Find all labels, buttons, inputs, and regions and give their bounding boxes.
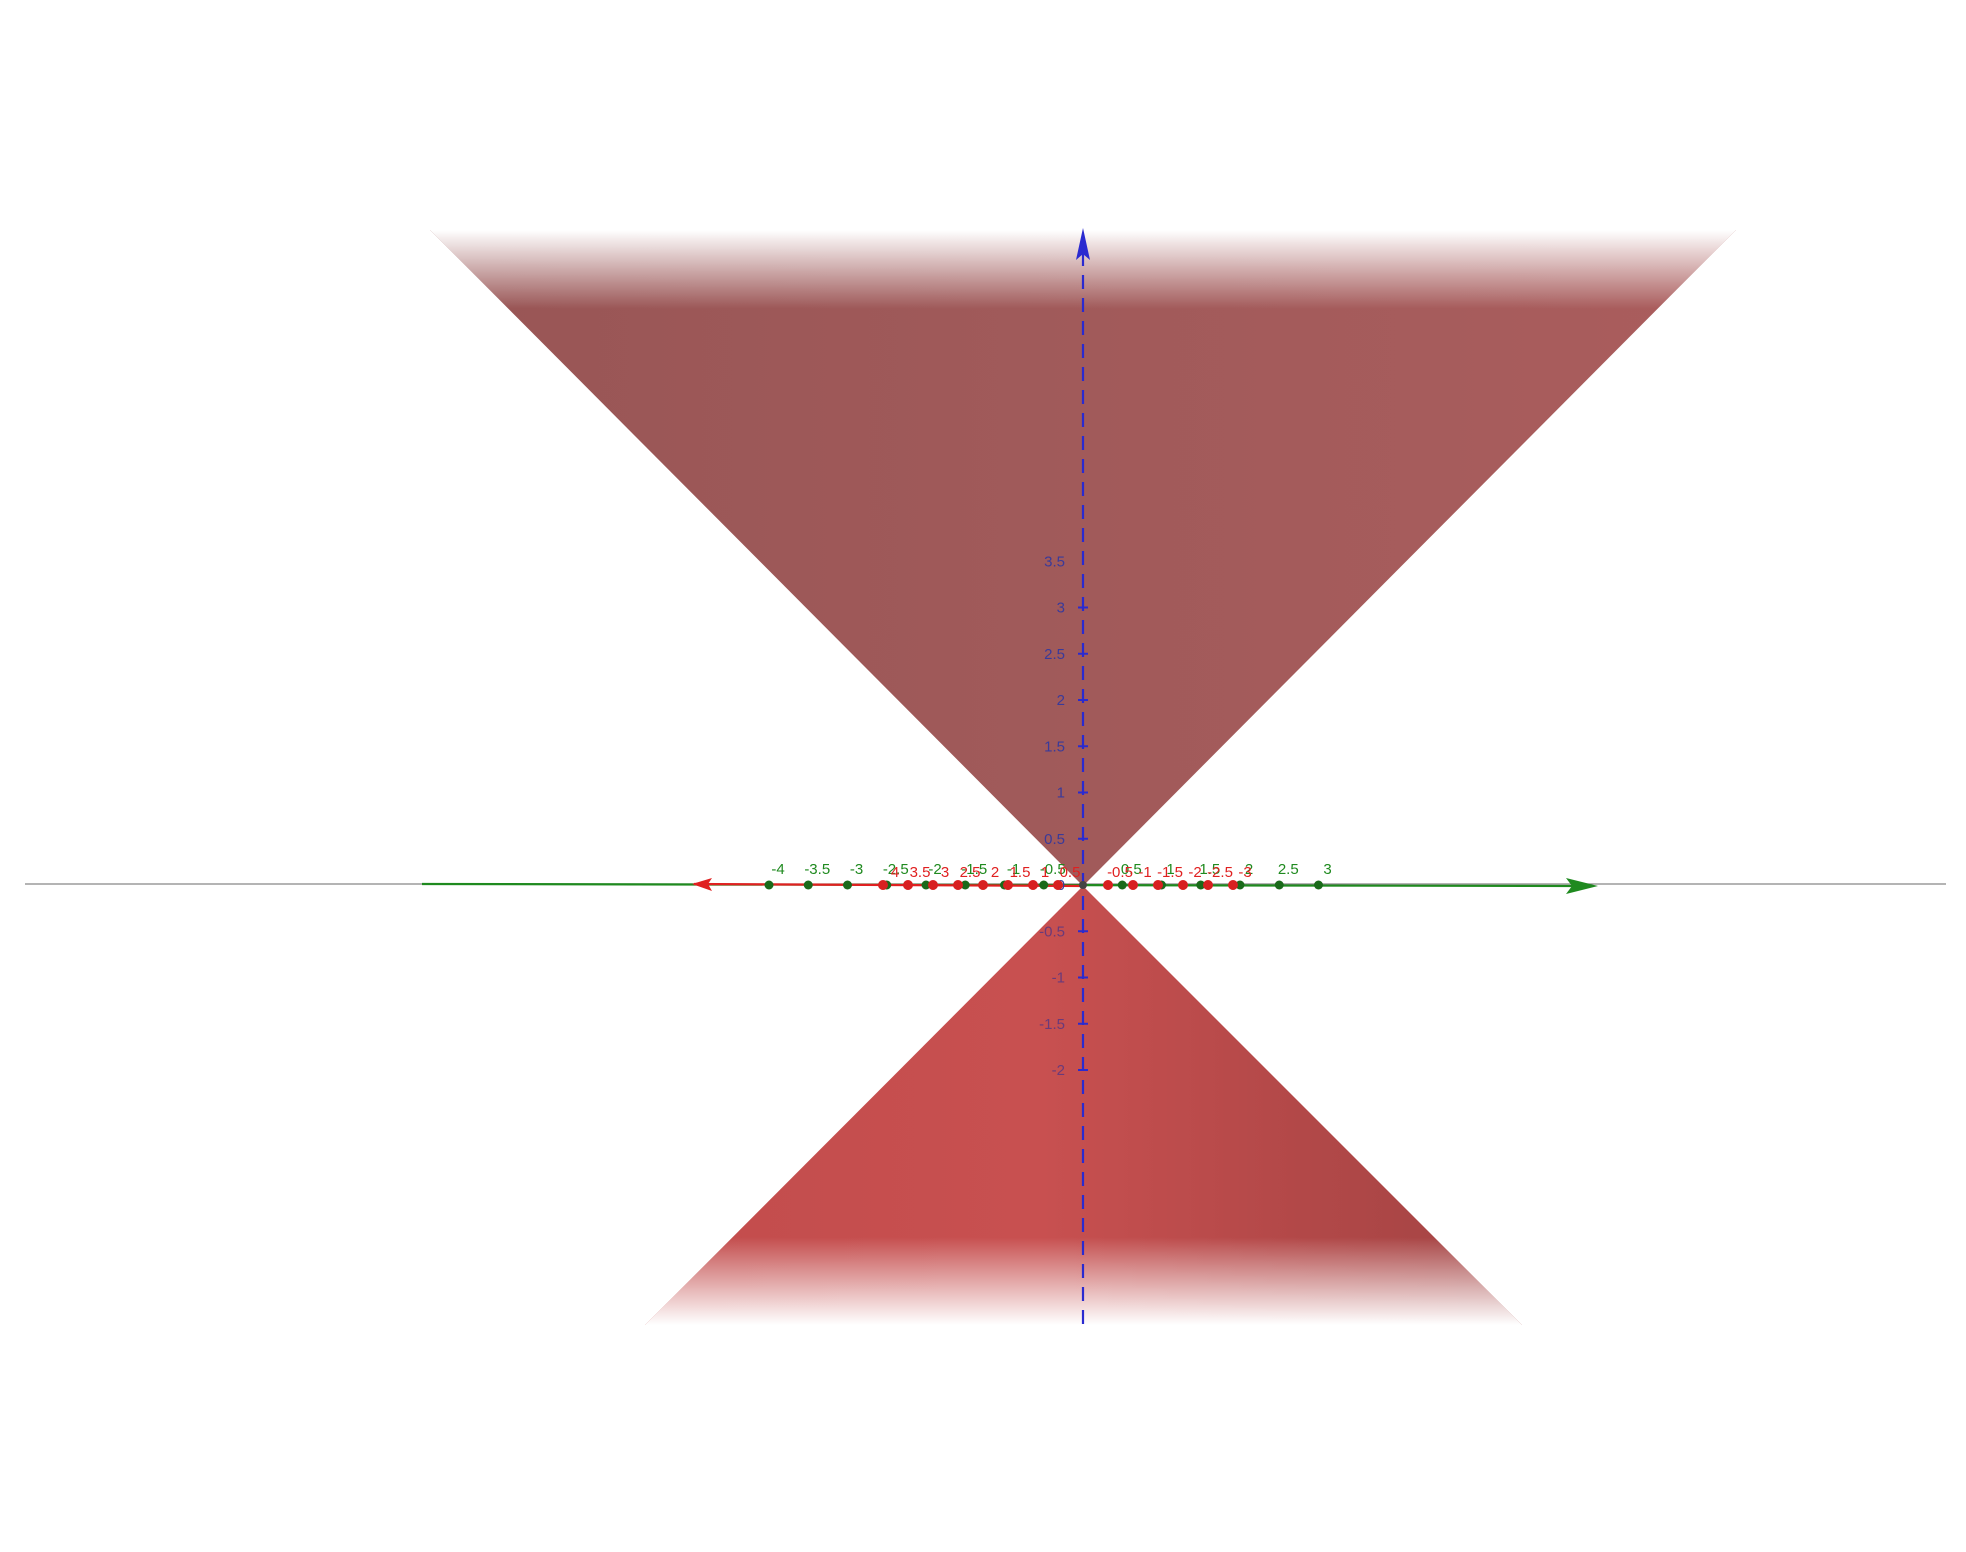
z-tick-label: 3.5 <box>1044 553 1065 570</box>
x-tick-label: -1 <box>1138 864 1151 881</box>
x-tick-point <box>878 880 888 890</box>
y-tick-point <box>764 880 774 890</box>
y-tick-label: 2.5 <box>1278 861 1299 878</box>
x-tick-label: 2.5 <box>960 864 981 881</box>
y-tick-label: -1 <box>1007 861 1020 878</box>
x-tick-point <box>1228 880 1238 890</box>
x-tick-label: -3 <box>1238 864 1251 881</box>
x-tick-point <box>903 880 913 890</box>
x-tick-point <box>1003 880 1013 890</box>
y-tick-point <box>1196 880 1206 890</box>
y-tick-label: -0.5 <box>1040 861 1066 878</box>
y-tick-point <box>1274 880 1284 890</box>
y-tick-label: -2.5 <box>883 861 909 878</box>
y-tick-point <box>1039 880 1049 890</box>
y-tick-point <box>1117 880 1127 890</box>
y-tick-label: 1 <box>1166 861 1174 878</box>
z-tick-label: 1 <box>1057 785 1065 802</box>
origin-point <box>1079 881 1087 889</box>
x-axis-arrowhead <box>692 878 712 891</box>
y-tick-label: 2 <box>1245 861 1253 878</box>
x-tick-point <box>1178 880 1188 890</box>
x-tick-point <box>1028 880 1038 890</box>
x-tick-point <box>1128 880 1138 890</box>
z-tick-label: 3 <box>1057 600 1065 617</box>
x-tick-label: 1 <box>1041 864 1049 881</box>
x-tick-point <box>928 880 938 890</box>
z-tick-label: 2.5 <box>1044 646 1065 663</box>
y-tick-label: 0.5 <box>1121 861 1142 878</box>
x-tick-label: 0.5 <box>1060 864 1081 881</box>
x-tick-label: -0.5 <box>1107 864 1133 881</box>
z-tick-label: 2 <box>1057 692 1065 709</box>
y-tick-label: -3 <box>850 861 863 878</box>
z-axis[interactable] <box>1076 228 1090 1325</box>
y-axis-arrowhead <box>1566 878 1598 894</box>
y-tick-point <box>921 880 931 890</box>
x-tick-label: 1.5 <box>1010 864 1031 881</box>
x-tick-point <box>1203 880 1213 890</box>
y-tick-label: -3.5 <box>804 861 830 878</box>
x-tick-point <box>1053 880 1063 890</box>
x-tick-label: 3 <box>941 864 949 881</box>
y-tick-point <box>1235 880 1245 890</box>
y-tick-label: -1.5 <box>961 861 987 878</box>
z-tick-label: -1.5 <box>1039 1016 1065 1033</box>
z-tick-label: 1.5 <box>1044 738 1065 755</box>
z-tick-label: -1 <box>1052 970 1065 987</box>
y-tick-point <box>803 880 813 890</box>
y-tick-label: -2 <box>928 861 941 878</box>
x-tick-label: 4 <box>891 864 899 881</box>
x-tick-label: -2 <box>1188 864 1201 881</box>
x-tick-label: 3.5 <box>910 864 931 881</box>
x-tick-point <box>953 880 963 890</box>
y-tick-point <box>960 880 970 890</box>
x-tick-point <box>1153 880 1163 890</box>
y-tick-label: -4 <box>771 861 784 878</box>
z-axis-arrowhead <box>1076 228 1090 260</box>
z-tick-label: -2 <box>1052 1062 1065 1079</box>
y-tick-label: 3 <box>1323 861 1331 878</box>
x-tick-label: 2 <box>991 864 999 881</box>
x-tick-label: -2.5 <box>1207 864 1233 881</box>
z-tick-label: 0.5 <box>1044 831 1065 848</box>
x-tick-label: -1.5 <box>1157 864 1183 881</box>
x-tick-point <box>978 880 988 890</box>
y-tick-point <box>1314 880 1323 890</box>
y-tick-label: 1.5 <box>1199 861 1220 878</box>
z-tick-label: -0.5 <box>1039 923 1065 940</box>
y-tick-point <box>843 880 852 890</box>
x-tick-point <box>1103 880 1113 890</box>
